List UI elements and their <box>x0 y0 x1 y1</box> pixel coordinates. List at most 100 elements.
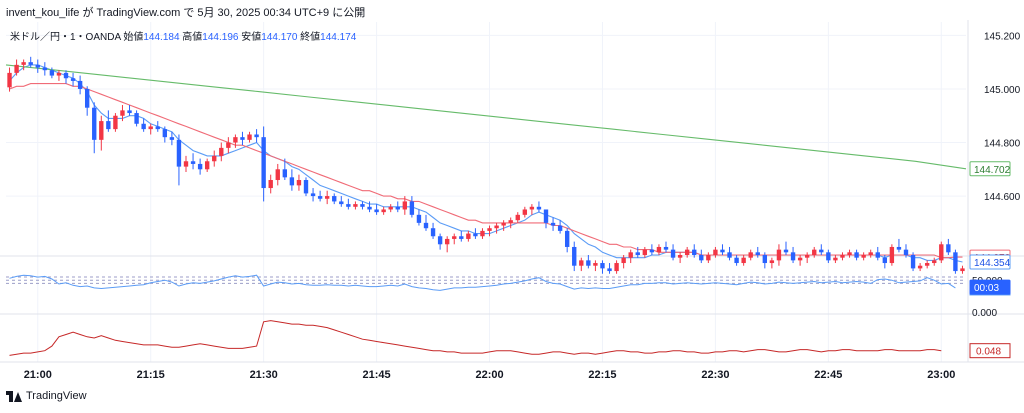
candle <box>183 155 189 172</box>
candle <box>437 233 443 250</box>
candle-body <box>56 72 62 76</box>
candle <box>797 255 803 266</box>
candle <box>854 249 859 261</box>
candle <box>670 244 676 261</box>
candle-body <box>924 263 930 266</box>
candle-body <box>699 255 704 261</box>
candle <box>953 249 958 274</box>
candle <box>296 174 302 191</box>
candle <box>727 246 732 261</box>
symbol-name[interactable]: 米ドル／円・1・OANDA <box>10 32 121 43</box>
time-tick-label: 22:15 <box>588 369 616 381</box>
candle-body <box>819 249 824 253</box>
candle-body <box>282 169 288 178</box>
candle <box>536 201 542 213</box>
candle <box>939 241 944 264</box>
time-axis[interactable]: 21:00 21:15 21:30 21:45 22:00 22:15 22:30 22:45… <box>24 369 956 381</box>
candle-body <box>324 196 330 199</box>
candle-body <box>910 255 916 269</box>
candle-body <box>35 64 40 68</box>
candle <box>642 246 648 258</box>
candle <box>833 255 838 264</box>
candle-body <box>197 163 203 170</box>
candle-body <box>113 115 118 130</box>
candle-body <box>487 228 492 231</box>
candle-body <box>473 233 478 237</box>
candle <box>564 228 570 253</box>
candle-body <box>296 180 302 186</box>
candle <box>529 204 535 215</box>
candle-body <box>452 236 457 239</box>
candle-body <box>649 249 655 253</box>
candle <box>614 260 619 274</box>
candle-body <box>614 263 619 272</box>
candle-body <box>600 263 605 269</box>
lower-last-text: 0.048 <box>976 347 1001 358</box>
candle <box>381 206 386 215</box>
candle <box>317 190 323 202</box>
candle <box>56 70 62 81</box>
candle <box>762 252 768 269</box>
price-label-text: 00:03 <box>974 283 999 294</box>
candle <box>28 56 33 68</box>
price-axis[interactable]: 145.200 145.000 144.800 144.600 144.702 144.3… <box>969 31 1021 295</box>
candle <box>197 158 203 175</box>
osc-tick-0: 0.000 <box>972 308 997 319</box>
candle-body <box>388 206 393 210</box>
candle <box>684 246 690 258</box>
candle-body <box>635 252 640 255</box>
candle-body <box>339 201 344 205</box>
candle <box>593 260 598 272</box>
tradingview-logo[interactable]: TradingView <box>6 390 87 402</box>
candle-body <box>748 252 753 258</box>
candle <box>42 62 48 76</box>
candle <box>169 131 175 146</box>
series-ma_mid <box>9 83 963 259</box>
candle-body <box>628 252 633 258</box>
candle <box>63 70 69 84</box>
candle <box>212 150 217 167</box>
candle-body <box>84 88 90 108</box>
candle-body <box>579 260 584 266</box>
lower-last-label: 0.048 <box>969 343 1011 359</box>
lower-indicator-line <box>9 320 942 356</box>
candle <box>783 241 789 255</box>
candle <box>459 230 464 242</box>
candle-body <box>557 225 563 231</box>
candle-body <box>586 260 591 266</box>
candle <box>889 244 895 266</box>
candle-body <box>953 252 958 272</box>
candle-body <box>381 209 386 213</box>
candle <box>310 188 316 202</box>
candle-body <box>932 260 937 264</box>
candle <box>741 255 746 266</box>
candle <box>416 209 422 226</box>
candle-body <box>762 255 768 264</box>
candle-body <box>21 62 26 65</box>
candle-body <box>960 268 965 272</box>
series-ma_slow <box>5 64 967 170</box>
candle-body <box>536 206 542 210</box>
candle-body <box>840 255 845 258</box>
candle-body <box>233 137 238 143</box>
candle <box>261 126 266 202</box>
candle <box>226 137 231 154</box>
candle-body <box>642 249 648 255</box>
candle <box>572 241 577 272</box>
price-panel[interactable] <box>5 56 967 274</box>
candle-body <box>423 222 429 229</box>
candle-body <box>374 209 379 213</box>
candle-body <box>515 214 520 221</box>
candle <box>769 257 775 269</box>
time-tick-label: 22:45 <box>814 369 842 381</box>
open-value: 144.184 <box>143 32 180 43</box>
candle <box>141 118 146 132</box>
candle-body <box>946 244 951 253</box>
candle-body <box>790 252 796 261</box>
lower-indicator-panel[interactable]: 0.048 <box>9 320 1011 359</box>
candle <box>473 228 478 239</box>
candle-body <box>854 252 859 258</box>
price-label-ma_slow: 144.702 <box>969 161 1011 177</box>
